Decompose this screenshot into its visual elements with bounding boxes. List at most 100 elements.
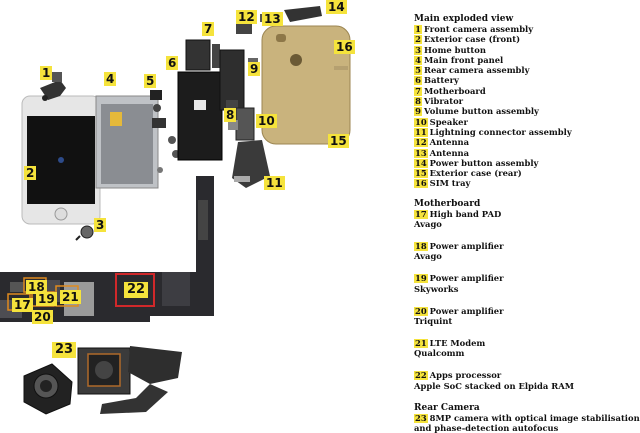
- legend-item: 13 Antenna: [414, 148, 636, 158]
- legend-item-label: Antenna: [429, 137, 470, 148]
- legend-camera-title: Rear Camera: [414, 402, 480, 413]
- callout-19: 19: [36, 292, 57, 306]
- exterior-case-front: [21, 95, 101, 225]
- callout-3: 3: [94, 218, 107, 232]
- legend-item-label: Main front panel: [424, 54, 504, 65]
- legend-item: 20 Power amplifier: [414, 306, 636, 316]
- legend-item-label: Motherboard: [424, 85, 486, 96]
- legend-item-label: Power amplifier: [429, 273, 504, 284]
- callout-15: 15: [328, 134, 349, 148]
- sim-tray: [334, 66, 348, 70]
- legend-item-label: Vibrator: [424, 96, 464, 107]
- callout-13: 13: [262, 12, 283, 26]
- legend-item-label: Battery: [424, 75, 459, 86]
- legend-item-label: Antenna: [429, 147, 470, 158]
- legend-motherboard-title: Motherboard: [414, 198, 481, 209]
- legend-item: 4 Main front panel: [414, 55, 636, 65]
- battery: [177, 71, 223, 161]
- main-front-panel: [95, 95, 159, 189]
- legend-item: 5 Rear camera assembly: [414, 65, 636, 76]
- callout-18: 18: [26, 280, 47, 294]
- legend: Main exploded view 1 Front camera assembl…: [414, 14, 640, 433]
- legend-item-number: 4: [414, 54, 422, 65]
- legend-item: 6 Battery: [414, 75, 636, 86]
- legend-item-label: Home button: [424, 44, 486, 55]
- callout-2: 2: [24, 166, 37, 180]
- callout-12: 12: [236, 10, 257, 24]
- legend-item-number: 19: [414, 273, 428, 284]
- legend-item: 11 Lightning connector assembly: [414, 127, 636, 137]
- legend-item: 23 8MP camera with optical image stabilis…: [414, 412, 640, 423]
- legend-item: 8 Vibrator: [414, 96, 636, 107]
- legend-item-number: 17: [414, 208, 428, 219]
- legend-item: 1 Front camera assembly: [414, 24, 636, 34]
- legend-item-maker: Avago: [414, 251, 442, 262]
- legend-main-title: Main exploded view: [414, 14, 514, 24]
- legend-item-label: SIM tray: [429, 178, 471, 189]
- callout-5: 5: [144, 74, 157, 88]
- legend-item: 10 Speaker: [414, 117, 636, 127]
- legend-item: 9 Volume button assembly: [414, 106, 636, 117]
- exterior-case-rear: [261, 25, 351, 145]
- legend-item-label: Power amplifier: [429, 305, 504, 316]
- legend-item-label: Front camera assembly: [424, 24, 534, 34]
- legend-item-number: 16: [414, 178, 428, 189]
- legend-item: 3 Home button: [414, 45, 636, 55]
- legend-item-number: 7: [414, 85, 422, 96]
- legend-item: 15 Exterior case (rear): [414, 168, 636, 179]
- legend-item-number: 18: [414, 241, 428, 252]
- legend-item-number: 9: [414, 106, 422, 117]
- callout-8: 8: [224, 108, 237, 122]
- legend-item: 19 Power amplifier: [414, 273, 636, 284]
- legend-item-label: Power amplifier: [429, 241, 504, 252]
- legend-item-number: 12: [414, 137, 428, 148]
- legend-item-label: Speaker: [429, 116, 468, 127]
- legend-item-number: 14: [414, 157, 428, 168]
- legend-item-label: Exterior case (front): [424, 34, 521, 45]
- legend-item-number: 11: [414, 126, 428, 137]
- callout-11: 11: [264, 176, 285, 190]
- legend-item-number: 5: [414, 65, 422, 76]
- legend-item-label: Exterior case (rear): [429, 168, 522, 179]
- legend-item-label: Rear camera assembly: [424, 65, 530, 76]
- legend-item-maker: Apple SoC stacked on Elpida RAM: [414, 380, 574, 391]
- callout-16: 16: [334, 40, 355, 54]
- callout-21: 21: [60, 290, 81, 304]
- callout-6: 6: [166, 56, 179, 70]
- legend-item-number: 15: [414, 168, 428, 179]
- legend-item-number: 13: [414, 147, 428, 158]
- legend-item-label: Apps processor: [429, 370, 502, 381]
- legend-item-label: LTE Modem: [429, 337, 486, 348]
- home-button: [75, 225, 94, 241]
- callout-4: 4: [104, 72, 117, 86]
- callout-1: 1: [40, 66, 53, 80]
- legend-item-number: 23: [414, 412, 428, 423]
- callout-17: 17: [12, 298, 33, 312]
- legend-item-number: 6: [414, 75, 422, 86]
- callout-9: 9: [248, 62, 261, 76]
- legend-item: 21 LTE Modem: [414, 338, 636, 348]
- legend-item-label: Power button assembly: [429, 157, 539, 168]
- callout-7: 7: [202, 22, 215, 36]
- legend-item-number: 21: [414, 337, 428, 348]
- legend-item-label: High band PAD: [429, 208, 502, 219]
- legend-item-label: Volume button assembly: [424, 106, 539, 117]
- legend-item-label-continued: and phase-detection autofocus: [414, 422, 559, 433]
- front-camera-assembly: [40, 72, 66, 101]
- legend-item-number: 2: [414, 34, 422, 45]
- legend-item-maker: Skyworks: [414, 283, 459, 294]
- legend-item: 2 Exterior case (front): [414, 34, 636, 45]
- legend-item: 16 SIM tray: [414, 178, 636, 189]
- legend-item: 17 High band PAD: [414, 209, 636, 219]
- legend-item-number: 1: [414, 24, 422, 34]
- legend-item-label: Lightning connector assembly: [429, 126, 572, 137]
- legend-item-label: 8MP camera with optical image stabilisat…: [429, 412, 640, 423]
- legend-item-number: 10: [414, 116, 428, 127]
- motherboard-small: [185, 39, 245, 111]
- callout-22: 22: [124, 282, 149, 298]
- chip-outline-apps-processor: [115, 273, 155, 307]
- legend-item-number: 3: [414, 44, 422, 55]
- legend-item-maker: Triquint: [414, 315, 453, 326]
- legend-item-number: 22: [414, 370, 428, 381]
